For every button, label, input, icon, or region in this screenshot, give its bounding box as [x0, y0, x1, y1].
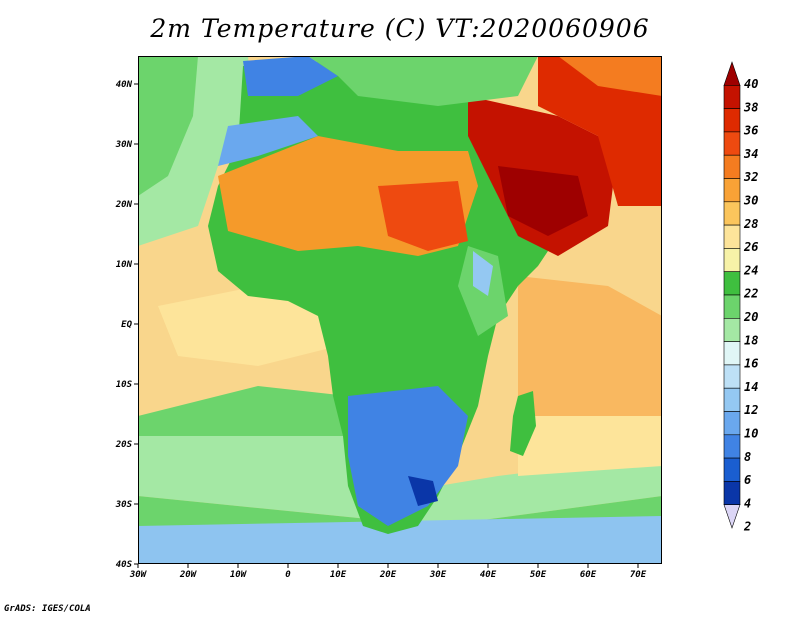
lon-tick-label: 20W: [179, 570, 198, 580]
colorbar-segment: [723, 457, 741, 482]
colorbar-segment: [723, 85, 741, 109]
colorbar-label: 6: [744, 473, 751, 487]
colorbar-segment: [723, 201, 741, 226]
colorbar-label: 40: [744, 77, 758, 91]
map-border: [138, 56, 662, 564]
lon-tick-label: 70E: [630, 570, 647, 580]
southern-africa-cool: [348, 386, 468, 526]
colorbar-label: 22: [743, 287, 758, 301]
colorbar-segment: [723, 387, 741, 412]
ocean-indian-south: [518, 416, 662, 476]
colorbar-label: 12: [744, 403, 758, 417]
colorbar-segment: [723, 178, 741, 203]
colorbar-label: 4: [744, 496, 751, 510]
middle-east-orange: [558, 56, 662, 96]
lat-tick-label: 20S: [115, 440, 133, 450]
longitude-tick-labels: 30W 20W 10W 0 10E 20E 30E 40E 50E 60E 70E: [129, 564, 647, 580]
madagascar: [510, 391, 536, 456]
colorbar-segment: [723, 504, 741, 529]
colorbar-segment: [723, 108, 741, 133]
lat-tick-label: 20N: [115, 200, 133, 210]
colorbar-label: 28: [743, 217, 758, 231]
lat-tick-label: 10S: [116, 380, 133, 390]
colorbar-label: 8: [744, 450, 751, 464]
lon-tick-label: 60E: [580, 570, 597, 580]
colorbar-segment: [723, 317, 741, 342]
ocean-south-band-2: [138, 436, 662, 526]
colorbar-label: 20: [743, 310, 758, 324]
colorbar-segment: [723, 341, 741, 366]
map-frame: [138, 56, 662, 564]
colorbar-label: 30: [743, 194, 758, 208]
lon-tick-label: 0: [285, 570, 291, 580]
lat-tick-label: 40S: [116, 560, 133, 570]
colorbar-segment: [723, 481, 741, 505]
latitude-tick-labels: 40N 30N 20N 10N EQ 10S 20S 30S 40S: [115, 80, 138, 570]
colorbar-segment: [723, 154, 741, 179]
lon-tick-label: 30W: [129, 570, 148, 580]
colorbar-label: 18: [744, 333, 758, 347]
ocean-gulf-guinea: [158, 286, 338, 366]
lat-tick-label: 10N: [116, 260, 133, 270]
colorbar-label: 38: [743, 100, 758, 114]
colorbar-label: 14: [744, 380, 758, 394]
colorbar-label: 2: [743, 520, 751, 534]
colorbar: 40 38 36 34 32 30 28 26 24 22 20 18 16 14 12 10 8 6 4 2: [723, 61, 758, 534]
colorbar-label: 34: [743, 147, 758, 161]
lat-tick-label: 40N: [116, 80, 133, 90]
lon-tick-label: 50E: [530, 570, 547, 580]
lon-tick-label: 40E: [480, 570, 497, 580]
europe-cool: [243, 56, 338, 96]
lon-tick-label: 10E: [330, 570, 347, 580]
colorbar-label: 26: [743, 240, 758, 254]
colorbar-label: 24: [743, 263, 758, 277]
europe-green: [308, 56, 538, 106]
colorbar-label: 16: [744, 357, 758, 371]
ocean-south-band-4: [138, 516, 662, 564]
atlas-cool: [218, 116, 318, 166]
arabia-core: [498, 166, 588, 236]
colorbar-segment: [723, 248, 741, 272]
lon-tick-label: 10W: [230, 570, 248, 580]
colorbar-label: 32: [743, 170, 758, 184]
temperature-map: [138, 56, 662, 564]
south-africa-cold: [408, 476, 438, 506]
lat-tick-label: 30S: [115, 500, 133, 510]
colorbar-label: 10: [744, 427, 758, 441]
lat-tick-label: EQ: [121, 320, 132, 330]
lat-tick-label: 30N: [115, 140, 133, 150]
colorbar-segment: [723, 434, 741, 459]
colorbar-segment: [723, 131, 741, 156]
chart-title: 2m Temperature (C) VT:2020060906: [150, 14, 650, 43]
lon-tick-label: 20E: [379, 570, 397, 580]
lon-tick-label: 30E: [429, 570, 447, 580]
grads-credit: GrADS: IGES/COLA: [4, 604, 91, 614]
colorbar-segment: [723, 411, 741, 436]
colorbar-segment: [723, 364, 741, 389]
colorbar-segment: [723, 224, 741, 249]
sahara-core: [378, 181, 468, 251]
ocean-north-atlantic-mid: [138, 56, 198, 196]
colorbar-segment: [723, 61, 741, 86]
middle-east-warm: [538, 56, 662, 206]
colorbar-segment: [723, 271, 741, 296]
colorbar-label: 36: [743, 124, 758, 138]
ethiopia-cool: [473, 251, 493, 296]
colorbar-segment: [723, 294, 741, 319]
